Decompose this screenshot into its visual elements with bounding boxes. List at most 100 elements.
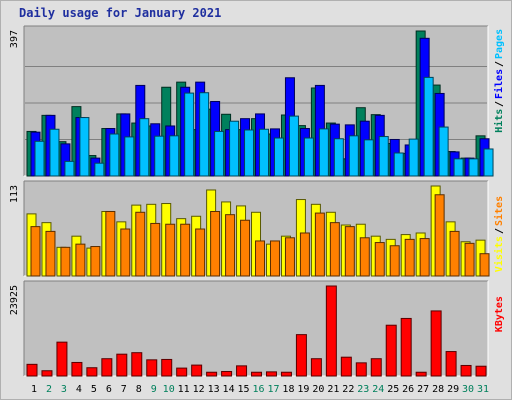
bar-sites-day-4 xyxy=(75,243,86,277)
legend-pages: Pages xyxy=(494,29,505,59)
bar-sites-day-21 xyxy=(329,222,340,277)
bar-kbytes-day-8 xyxy=(131,352,143,377)
bar-pages-day-21 xyxy=(333,138,344,177)
bar-pages-day-2 xyxy=(49,128,60,177)
bar-kbytes-day-15 xyxy=(236,365,248,377)
bar-pages-day-12 xyxy=(199,92,210,177)
x-tick-label-day-31: 31 xyxy=(477,384,489,395)
legend-kbytes: KBytes xyxy=(494,296,505,332)
bar-kbytes-day-28 xyxy=(430,310,442,377)
bar-sites-day-7 xyxy=(120,228,131,277)
bar-sites-day-9 xyxy=(150,222,161,277)
x-tick-label-day-15: 15 xyxy=(238,384,250,395)
x-tick-label-day-27: 27 xyxy=(417,384,429,395)
bar-pages-day-10 xyxy=(169,135,180,177)
bar-sites-day-14 xyxy=(225,214,236,277)
x-tick-label-day-16: 16 xyxy=(252,384,264,395)
x-tick-label-day-13: 13 xyxy=(208,384,220,395)
bar-pages-day-5 xyxy=(94,162,105,177)
bar-kbytes-day-7 xyxy=(116,353,128,377)
bar-sites-day-18 xyxy=(284,237,295,277)
bar-kbytes-day-21 xyxy=(325,285,337,377)
bar-sites-day-17 xyxy=(269,240,280,277)
x-tick-label-day-1: 1 xyxy=(31,384,37,395)
ytick-label-0: 397 xyxy=(9,30,20,48)
ytick-label-2: 23925 xyxy=(9,285,20,315)
bar-pages-day-20 xyxy=(318,128,329,177)
bar-sites-day-25 xyxy=(389,245,400,277)
chart-title: Daily usage for January 2021 xyxy=(19,6,222,20)
bar-kbytes-day-9 xyxy=(146,359,158,377)
bar-pages-day-29 xyxy=(453,158,464,177)
x-tick-label-day-4: 4 xyxy=(76,384,82,395)
bar-pages-day-26 xyxy=(408,138,419,177)
x-tick-label-day-7: 7 xyxy=(121,384,127,395)
bar-sites-day-29 xyxy=(449,230,460,277)
legend-separator: / xyxy=(494,228,505,234)
bar-pages-day-19 xyxy=(303,137,314,177)
bar-sites-day-11 xyxy=(180,223,191,277)
ytick-label-1: 113 xyxy=(9,185,20,203)
x-tick-label-day-12: 12 xyxy=(193,384,205,395)
bar-kbytes-day-1 xyxy=(26,363,38,377)
x-tick-label-day-6: 6 xyxy=(106,384,112,395)
x-tick-label-day-8: 8 xyxy=(136,384,142,395)
bar-sites-day-20 xyxy=(314,212,325,277)
bar-kbytes-day-22 xyxy=(340,356,352,377)
bar-sites-day-22 xyxy=(344,226,355,277)
x-tick-label-day-20: 20 xyxy=(312,384,324,395)
bar-sites-day-19 xyxy=(299,232,310,277)
bar-sites-day-2 xyxy=(45,230,56,277)
bar-kbytes-day-14 xyxy=(221,370,233,377)
bar-sites-day-10 xyxy=(165,223,176,277)
bar-sites-day-26 xyxy=(404,238,415,277)
bar-kbytes-day-11 xyxy=(176,367,188,377)
bar-sites-day-15 xyxy=(240,219,251,277)
bar-sites-day-24 xyxy=(374,242,385,277)
bar-pages-day-25 xyxy=(393,152,404,177)
bar-sites-day-27 xyxy=(419,238,430,277)
bar-pages-day-15 xyxy=(244,129,255,177)
x-tick-label-day-5: 5 xyxy=(91,384,97,395)
bar-sites-day-8 xyxy=(135,211,146,277)
bar-sites-day-28 xyxy=(434,194,445,277)
x-tick-label-day-11: 11 xyxy=(178,384,190,395)
bar-kbytes-day-31 xyxy=(475,365,487,377)
x-tick-label-day-18: 18 xyxy=(282,384,294,395)
bar-pages-day-6 xyxy=(109,133,120,177)
legend-visits: Visits xyxy=(493,236,505,272)
bar-kbytes-day-20 xyxy=(310,358,322,377)
bar-pages-day-8 xyxy=(139,118,150,177)
bar-kbytes-day-12 xyxy=(191,364,203,377)
x-tick-label-day-23: 23 xyxy=(357,384,369,395)
bar-kbytes-day-4 xyxy=(71,361,83,377)
bar-pages-day-18 xyxy=(288,115,299,177)
bar-pages-day-27 xyxy=(423,76,434,177)
bar-kbytes-day-25 xyxy=(385,324,397,377)
bar-kbytes-day-24 xyxy=(370,358,382,377)
bar-sites-day-23 xyxy=(359,237,370,277)
bar-kbytes-day-5 xyxy=(86,367,98,377)
legend-separator: / xyxy=(494,61,505,67)
bar-sites-day-16 xyxy=(255,240,266,277)
bar-kbytes-day-19 xyxy=(295,334,307,377)
legend-sites: Sites xyxy=(493,196,505,226)
x-tick-label-day-28: 28 xyxy=(432,384,444,395)
bar-kbytes-day-3 xyxy=(56,341,68,377)
bar-kbytes-day-30 xyxy=(460,364,472,377)
bar-pages-day-7 xyxy=(124,136,135,177)
legend-separator: / xyxy=(494,101,505,107)
bar-sites-day-5 xyxy=(90,246,101,277)
bar-pages-day-23 xyxy=(363,139,374,177)
bar-kbytes-day-18 xyxy=(280,371,292,377)
x-tick-label-day-14: 14 xyxy=(223,384,235,395)
x-tick-label-day-2: 2 xyxy=(46,384,52,395)
bar-sites-day-3 xyxy=(60,246,71,277)
bar-pages-day-14 xyxy=(229,120,240,177)
bar-pages-day-28 xyxy=(438,126,449,177)
bar-pages-day-9 xyxy=(154,135,165,177)
bar-kbytes-day-27 xyxy=(415,371,427,377)
bar-sites-day-1 xyxy=(30,226,41,277)
x-tick-label-day-22: 22 xyxy=(342,384,354,395)
